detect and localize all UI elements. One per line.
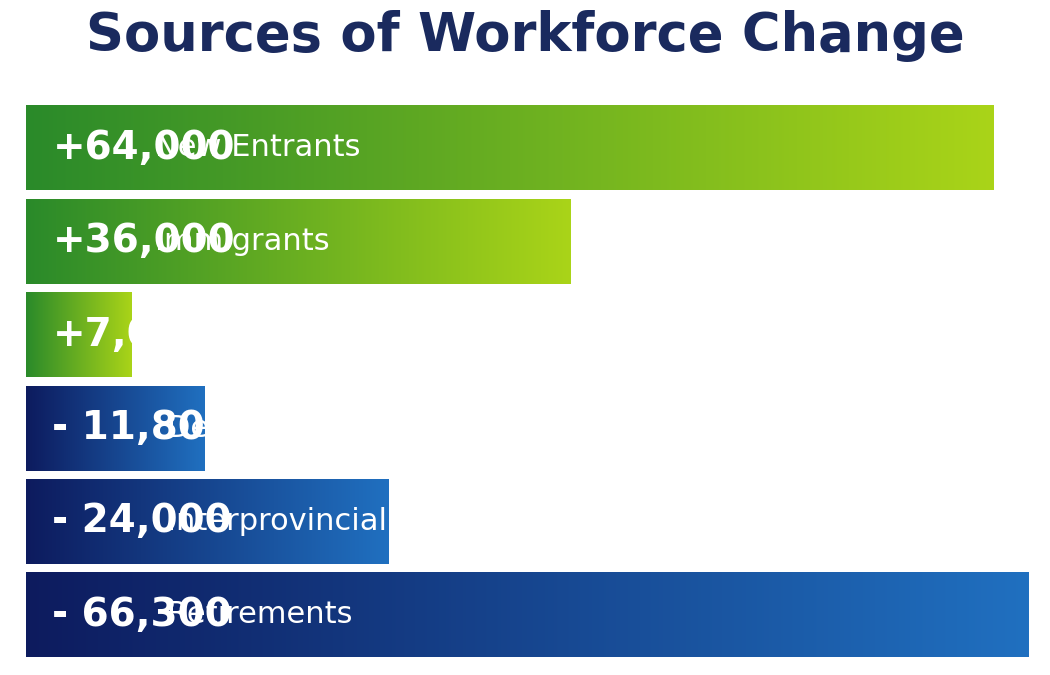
Text: Sources of Workforce Change: Sources of Workforce Change — [86, 10, 964, 62]
Text: +36,000: +36,000 — [52, 222, 235, 261]
Text: Interprovincial Migrants: Interprovincial Migrants — [167, 507, 530, 536]
Text: Retirements: Retirements — [167, 600, 353, 629]
Text: Other Mobility: Other Mobility — [143, 320, 359, 349]
Text: - 24,000: - 24,000 — [52, 502, 232, 541]
Text: - 66,300: - 66,300 — [52, 596, 232, 634]
Text: +64,000: +64,000 — [52, 129, 235, 167]
Text: +7,000: +7,000 — [52, 316, 208, 354]
Text: Immigrants: Immigrants — [155, 227, 330, 256]
Text: - 11,800: - 11,800 — [52, 409, 232, 447]
Text: New Entrants: New Entrants — [155, 134, 360, 163]
Text: Deaths: Deaths — [167, 414, 275, 443]
